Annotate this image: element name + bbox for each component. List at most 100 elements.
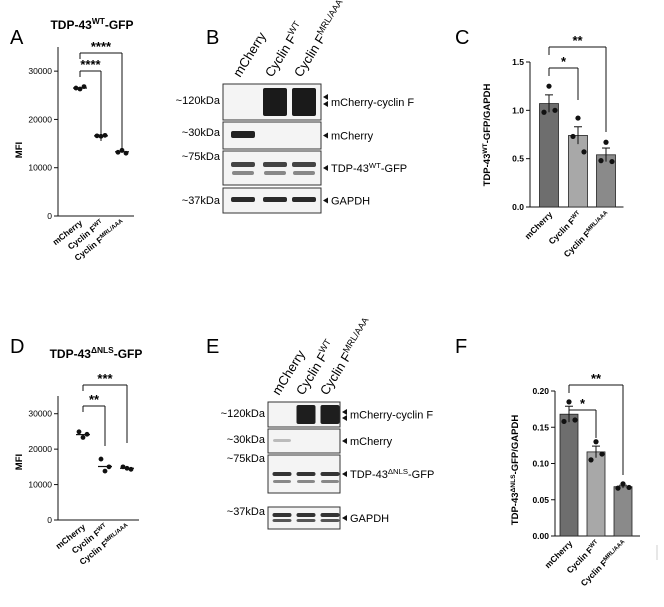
band-label: mCherry — [350, 436, 393, 448]
y-tick-label: 10000 — [28, 163, 52, 173]
bar — [539, 103, 559, 208]
data-point — [561, 418, 567, 425]
band-arrow — [342, 438, 347, 444]
data-point — [599, 451, 605, 457]
data-point — [566, 399, 572, 405]
data-point — [546, 83, 552, 89]
protein-band — [273, 439, 291, 442]
data-point — [593, 439, 599, 445]
panel-label-f: F — [455, 336, 467, 358]
y-tick-label: 10000 — [28, 480, 52, 490]
y-axis-label: TDP-43ΔNLS-GFP/GAPDH — [510, 415, 522, 526]
protein-band — [292, 162, 316, 167]
protein-band — [272, 519, 292, 522]
y-axis-label: TDP-43WT-GFP/GAPDH — [482, 84, 494, 187]
y-axis-label: MFI — [14, 454, 25, 470]
y-axis-label: MFI — [14, 142, 25, 158]
significance-marker: * — [561, 54, 567, 69]
y-tick-label: 30000 — [28, 409, 52, 419]
data-point — [77, 86, 83, 92]
y-tick-label: 0.20 — [532, 386, 549, 396]
band-label: mCherry-cyclin F — [350, 410, 433, 422]
y-tick-label: 20000 — [28, 444, 52, 454]
protein-band — [231, 162, 255, 167]
panel-a-scatter: TDP-43WT-GFP0100002000030000MFImCherryCy… — [14, 16, 134, 263]
protein-band — [293, 171, 315, 175]
band-arrow — [342, 515, 347, 521]
data-point — [102, 468, 108, 474]
y-tick-label: 20000 — [28, 114, 52, 124]
bar — [613, 486, 633, 537]
data-point — [575, 115, 581, 121]
significance-marker: **** — [80, 57, 101, 72]
protein-band — [231, 197, 255, 202]
data-point — [98, 456, 104, 462]
panel-label-d: D — [10, 336, 24, 358]
band-arrow — [342, 415, 347, 421]
protein-band — [292, 88, 316, 116]
protein-band — [320, 519, 340, 522]
data-point — [541, 109, 547, 115]
protein-band — [231, 131, 255, 138]
protein-band — [296, 405, 316, 424]
protein-band — [272, 513, 292, 517]
panel-label-b: B — [206, 27, 219, 49]
y-tick-label: 0.15 — [532, 422, 549, 432]
band-label: GAPDH — [350, 513, 389, 525]
panel-f-bar: 0.00 0.05 0.10 0.15 0.20 TDP-43ΔNLS-GFP/GAPDH… — [510, 371, 640, 588]
data-point — [626, 484, 632, 491]
data-point — [598, 158, 604, 164]
mw-marker-label: ~30kDa — [182, 127, 221, 139]
band-label: TDP-43WT-GFP — [331, 161, 407, 176]
chart-title: TDP-43ΔNLS-GFP — [50, 345, 143, 361]
panel-label-a: A — [10, 27, 24, 49]
data-point — [552, 107, 558, 113]
mw-marker-label: ~75kDa — [182, 151, 221, 163]
protein-band — [232, 171, 254, 175]
band-arrow — [323, 197, 328, 204]
chart-title: TDP-43WT-GFP — [50, 16, 133, 32]
bar — [586, 451, 606, 537]
panel-label-c: C — [455, 27, 469, 49]
protein-band — [296, 513, 316, 517]
protein-band — [292, 197, 316, 202]
y-tick-label: 0.5 — [512, 154, 524, 164]
data-point — [615, 485, 621, 491]
protein-band — [296, 519, 316, 522]
mw-marker-label: ~30kDa — [227, 434, 266, 446]
data-point — [603, 139, 609, 145]
panel-label-e: E — [206, 336, 219, 358]
data-point — [572, 417, 578, 423]
band-label: mCherry — [331, 131, 374, 143]
band-arrow — [323, 94, 328, 100]
protein-band — [264, 171, 286, 175]
data-point — [609, 158, 615, 165]
mw-marker-label: ~120kDa — [176, 95, 221, 107]
mw-marker-label: ~75kDa — [227, 453, 266, 465]
y-tick-label: 1.0 — [512, 105, 524, 115]
data-point — [570, 133, 576, 140]
y-tick-label: 0.0 — [512, 202, 524, 212]
significance-marker: **** — [91, 39, 112, 54]
significance-marker: * — [580, 396, 586, 411]
bar — [559, 413, 579, 537]
band-label: TDP-43ΔNLS-GFP — [350, 467, 434, 482]
protein-band — [263, 88, 287, 116]
blot-box — [267, 506, 341, 530]
y-tick-label: 0 — [47, 211, 52, 221]
protein-band — [297, 480, 315, 483]
band-label: GAPDH — [331, 196, 370, 208]
data-point — [80, 435, 86, 440]
y-tick-label: 30000 — [28, 66, 52, 76]
significance-marker: ** — [572, 33, 583, 48]
band-arrow — [342, 471, 347, 477]
band-arrow — [323, 101, 328, 107]
protein-band — [263, 197, 287, 202]
panel-d-scatter: TDP-43ΔNLS-GFP0100002000030000MFImCherry… — [14, 345, 142, 567]
data-point — [581, 149, 587, 155]
blot-box — [222, 150, 322, 186]
significance-marker: ** — [591, 371, 602, 386]
protein-band — [320, 405, 340, 424]
protein-band — [273, 480, 291, 483]
